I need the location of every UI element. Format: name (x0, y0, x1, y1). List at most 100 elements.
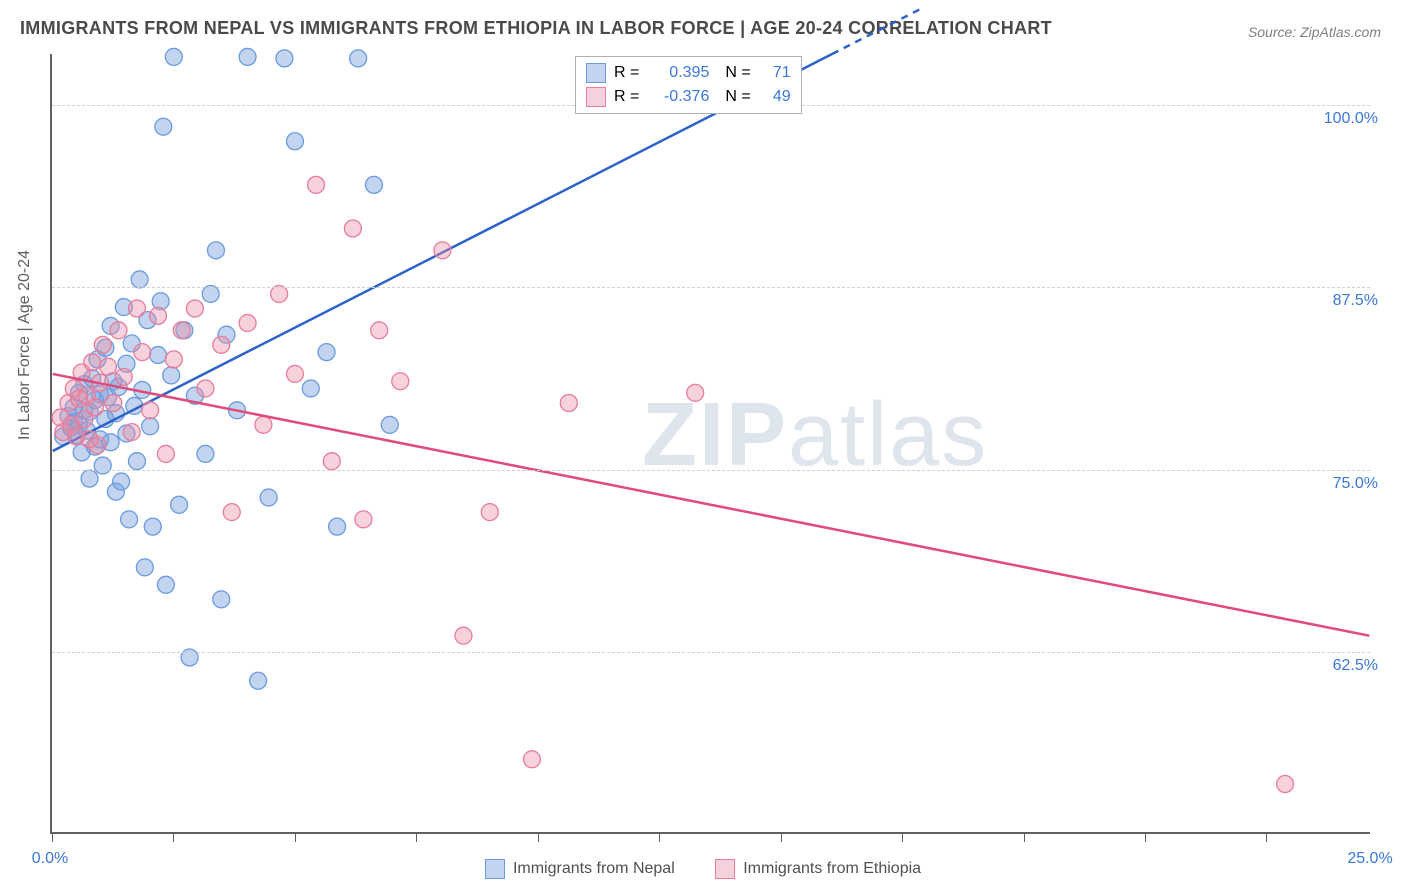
data-point (350, 50, 367, 67)
legend-item-ethiopia: Immigrants from Ethiopia (715, 859, 921, 879)
data-point (105, 395, 122, 412)
data-point (318, 344, 335, 361)
data-point (308, 176, 325, 193)
data-point (286, 133, 303, 150)
legend-row-ethiopia: R = -0.376 N = 49 (586, 85, 791, 109)
data-point (223, 504, 240, 521)
gridline (52, 287, 1370, 288)
data-point (121, 511, 138, 528)
data-point (128, 300, 145, 317)
r-label: R = (614, 64, 639, 82)
x-tick (659, 832, 660, 842)
data-point (150, 307, 167, 324)
swatch-nepal (586, 63, 606, 83)
gridline (52, 470, 1370, 471)
data-point (115, 368, 132, 385)
data-point (197, 380, 214, 397)
data-point (1277, 776, 1294, 793)
data-point (323, 453, 340, 470)
data-point (165, 48, 182, 65)
data-point (81, 470, 98, 487)
y-tick-label: 62.5% (1333, 657, 1378, 675)
data-point (134, 344, 151, 361)
data-point (276, 50, 293, 67)
data-point (213, 591, 230, 608)
data-point (365, 176, 382, 193)
data-point (344, 220, 361, 237)
x-tick (52, 832, 53, 842)
data-point (110, 322, 127, 339)
swatch-ethiopia (586, 87, 606, 107)
n-value-nepal: 71 (759, 64, 791, 82)
data-point (329, 518, 346, 535)
trend-line (53, 374, 1370, 636)
y-axis-label: In Labor Force | Age 20-24 (16, 250, 34, 440)
data-point (142, 418, 159, 435)
x-tick (295, 832, 296, 842)
r-value-ethiopia: -0.376 (647, 88, 709, 106)
data-point (239, 315, 256, 332)
legend-correlation: R = 0.395 N = 71 R = -0.376 N = 49 (575, 56, 802, 114)
data-point (173, 322, 190, 339)
data-point (84, 354, 101, 371)
x-tick-label: 25.0% (1347, 850, 1392, 868)
data-point (250, 672, 267, 689)
data-point (144, 518, 161, 535)
r-value-nepal: 0.395 (647, 64, 709, 82)
y-tick-label: 87.5% (1333, 292, 1378, 310)
data-point (100, 358, 117, 375)
chart-title: IMMIGRANTS FROM NEPAL VS IMMIGRANTS FROM… (20, 18, 1052, 39)
plot-area: ZIPatlas (50, 54, 1370, 834)
data-point (255, 416, 272, 433)
data-point (434, 242, 451, 259)
data-point (260, 489, 277, 506)
data-point (302, 380, 319, 397)
x-tick (1266, 832, 1267, 842)
x-tick (1145, 832, 1146, 842)
data-point (89, 437, 106, 454)
y-tick-label: 100.0% (1324, 110, 1378, 128)
y-tick-label: 75.0% (1333, 475, 1378, 493)
data-point (157, 445, 174, 462)
legend-series: Immigrants from Nepal Immigrants from Et… (0, 859, 1406, 884)
data-point (157, 576, 174, 593)
data-point (560, 395, 577, 412)
data-point (481, 504, 498, 521)
data-point (86, 399, 103, 416)
data-point (186, 300, 203, 317)
gridline (52, 652, 1370, 653)
data-point (163, 367, 180, 384)
data-point (239, 48, 256, 65)
n-label: N = (725, 88, 750, 106)
data-point (150, 347, 167, 364)
n-value-ethiopia: 49 (759, 88, 791, 106)
data-point (687, 384, 704, 401)
data-point (171, 496, 188, 513)
x-tick-label: 0.0% (32, 850, 68, 868)
data-point (207, 242, 224, 259)
x-tick (781, 832, 782, 842)
data-point (355, 511, 372, 528)
data-point (213, 336, 230, 353)
r-label: R = (614, 88, 639, 106)
data-point (131, 271, 148, 288)
swatch-ethiopia-bottom (715, 859, 735, 879)
legend-row-nepal: R = 0.395 N = 71 (586, 61, 791, 85)
legend-label-ethiopia: Immigrants from Ethiopia (743, 860, 921, 878)
legend-item-nepal: Immigrants from Nepal (485, 859, 675, 879)
x-tick (902, 832, 903, 842)
x-tick (538, 832, 539, 842)
data-point (142, 402, 159, 419)
x-tick (173, 832, 174, 842)
data-point (371, 322, 388, 339)
x-tick (416, 832, 417, 842)
legend-label-nepal: Immigrants from Nepal (513, 860, 675, 878)
source-label: Source: ZipAtlas.com (1248, 24, 1381, 40)
data-point (113, 473, 130, 490)
swatch-nepal-bottom (485, 859, 505, 879)
data-point (392, 373, 409, 390)
data-point (455, 627, 472, 644)
n-label: N = (725, 64, 750, 82)
data-point (197, 445, 214, 462)
data-point (165, 351, 182, 368)
